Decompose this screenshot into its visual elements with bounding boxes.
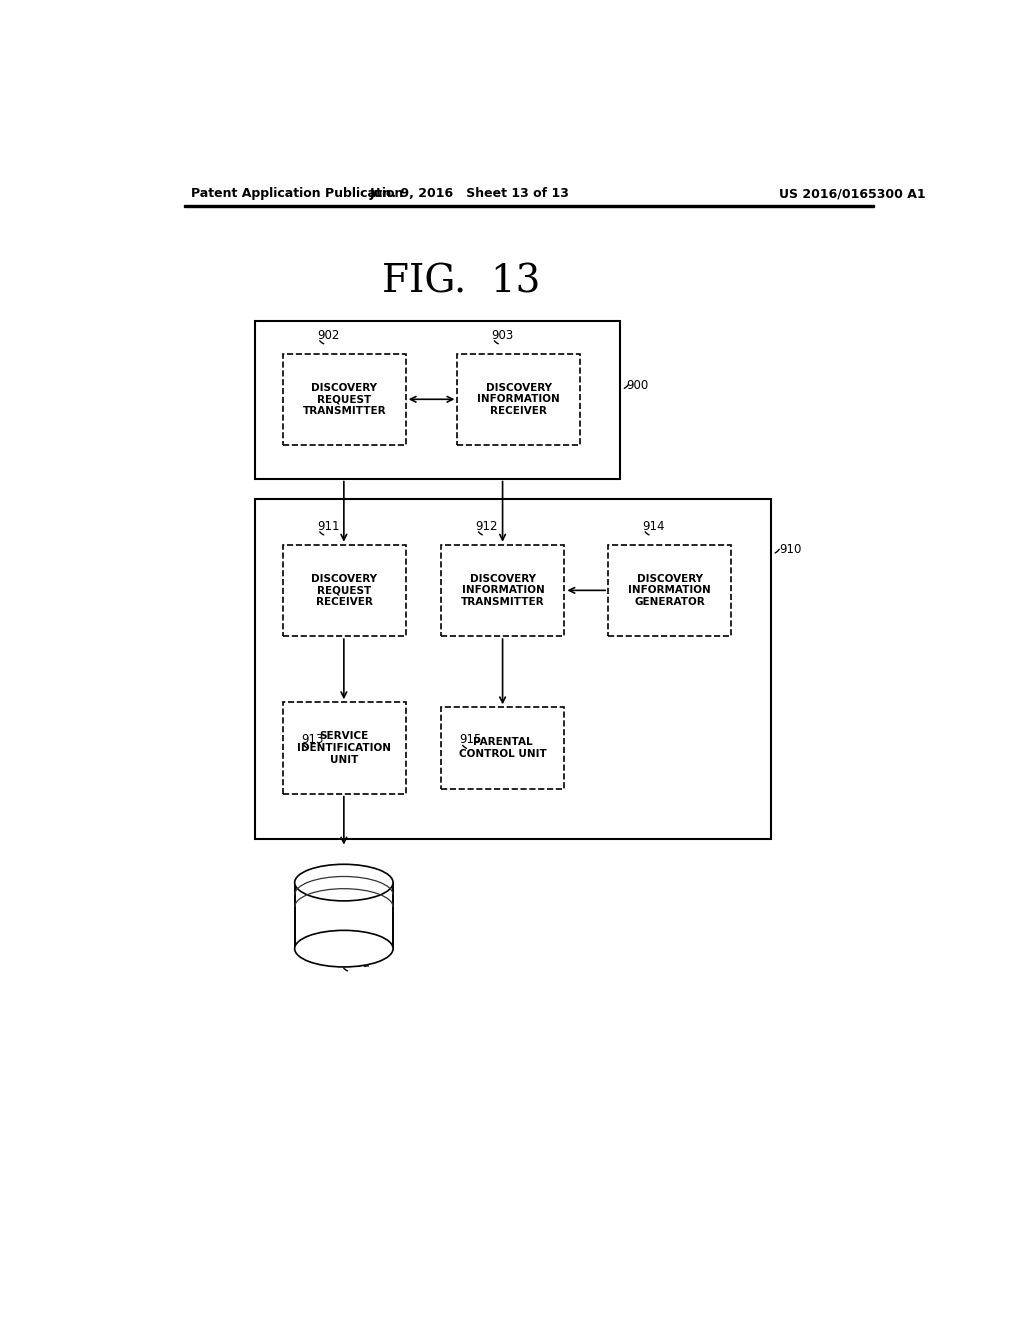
- FancyBboxPatch shape: [283, 702, 406, 793]
- Ellipse shape: [295, 865, 393, 900]
- FancyBboxPatch shape: [441, 545, 564, 636]
- Text: US 2016/0165300 A1: US 2016/0165300 A1: [778, 187, 926, 201]
- Text: 912: 912: [475, 520, 498, 533]
- Ellipse shape: [295, 931, 393, 968]
- Text: DISCOVERY
REQUEST
RECEIVER: DISCOVERY REQUEST RECEIVER: [311, 574, 377, 607]
- Text: 900: 900: [627, 379, 648, 392]
- Text: 913: 913: [301, 734, 324, 746]
- Bar: [295, 883, 393, 949]
- FancyBboxPatch shape: [283, 545, 406, 636]
- Text: 910: 910: [778, 544, 801, 556]
- Text: Patent Application Publication: Patent Application Publication: [191, 187, 403, 201]
- Text: 911: 911: [316, 520, 339, 533]
- Text: 902: 902: [316, 329, 339, 342]
- Text: DISCOVERY
REQUEST
TRANSMITTER: DISCOVERY REQUEST TRANSMITTER: [302, 383, 386, 416]
- Text: SERVICE
IDENTIFICATION
UNIT: SERVICE IDENTIFICATION UNIT: [297, 731, 391, 764]
- FancyBboxPatch shape: [608, 545, 731, 636]
- Text: DISCOVERY
INFORMATION
RECEIVER: DISCOVERY INFORMATION RECEIVER: [477, 383, 560, 416]
- Text: 913a: 913a: [341, 957, 371, 970]
- FancyBboxPatch shape: [458, 354, 581, 445]
- Text: 903: 903: [492, 329, 514, 342]
- FancyBboxPatch shape: [283, 354, 406, 445]
- Bar: [183, 205, 873, 207]
- Text: FIG.  13: FIG. 13: [382, 264, 541, 301]
- Text: DISCOVERY
INFORMATION
GENERATOR: DISCOVERY INFORMATION GENERATOR: [629, 574, 711, 607]
- Text: PARENTAL
CONTROL UNIT: PARENTAL CONTROL UNIT: [459, 737, 547, 759]
- Text: 914: 914: [642, 520, 665, 533]
- Text: DISCOVERY
INFORMATION
TRANSMITTER: DISCOVERY INFORMATION TRANSMITTER: [461, 574, 545, 607]
- Text: Jun. 9, 2016   Sheet 13 of 13: Jun. 9, 2016 Sheet 13 of 13: [370, 187, 569, 201]
- Text: 915: 915: [460, 734, 482, 746]
- FancyBboxPatch shape: [441, 708, 564, 788]
